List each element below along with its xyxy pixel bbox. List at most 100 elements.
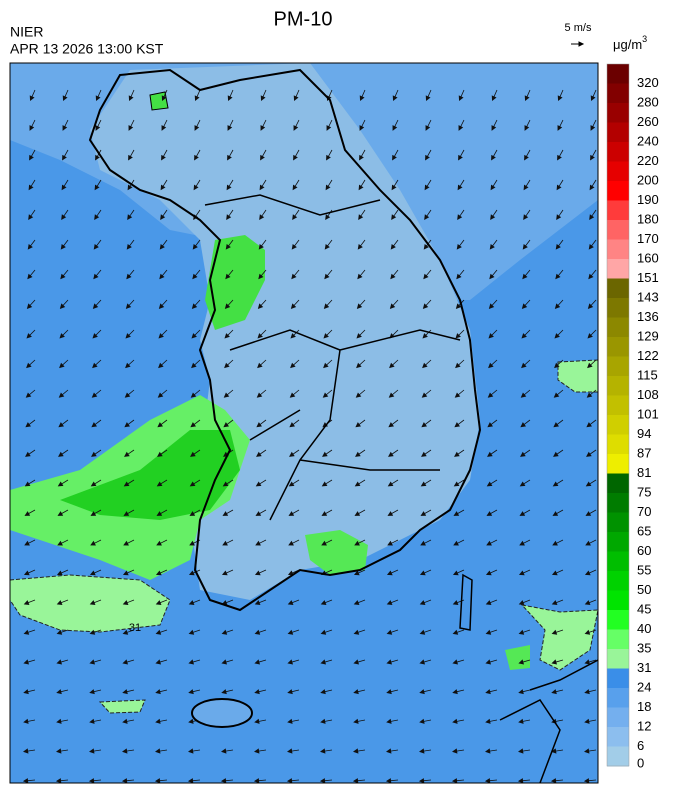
wind-arrow bbox=[353, 569, 366, 576]
wind-arrow bbox=[485, 629, 498, 635]
wind-arrow-head bbox=[90, 540, 96, 546]
wind-arrow-head bbox=[551, 570, 558, 576]
wind-arrow-head bbox=[590, 154, 595, 161]
wind-arrow-head bbox=[386, 718, 392, 724]
wind-arrow bbox=[556, 179, 564, 191]
wind-arrow-head bbox=[584, 629, 591, 635]
wind-arrow-head bbox=[518, 629, 525, 635]
wind-arrow-head bbox=[452, 600, 459, 605]
wind-arrow bbox=[95, 119, 102, 131]
wind-arrow bbox=[89, 689, 102, 695]
wind-arrow bbox=[453, 509, 465, 516]
wind-arrow-head bbox=[419, 748, 425, 754]
wind-arrow bbox=[95, 89, 102, 102]
wind-arrow bbox=[355, 389, 366, 398]
wind-arrow bbox=[353, 689, 366, 695]
wind-arrow-head bbox=[424, 214, 430, 220]
wind-arrow-head bbox=[452, 748, 458, 754]
wind-arrow bbox=[356, 359, 366, 369]
wind-arrow-head bbox=[26, 362, 32, 369]
wind-arrow-head bbox=[225, 273, 231, 280]
wind-arrow-head bbox=[359, 95, 365, 102]
wind-arrow-head bbox=[29, 95, 35, 102]
wind-arrow-head bbox=[456, 244, 462, 250]
wind-arrow-head bbox=[388, 451, 394, 457]
wind-arrow bbox=[289, 449, 300, 457]
color-box bbox=[607, 512, 629, 533]
wind-arrow-head bbox=[326, 125, 332, 131]
wind-arrow bbox=[324, 269, 333, 280]
wind-arrow bbox=[124, 419, 135, 428]
wind-arrow-head bbox=[286, 778, 293, 783]
wind-arrow-head bbox=[590, 95, 596, 102]
wind-arrow-head bbox=[194, 95, 200, 102]
wind-arrow-head bbox=[254, 659, 261, 665]
wind-arrow bbox=[550, 778, 564, 783]
wind-arrow-head bbox=[455, 303, 462, 309]
wind-arrow-head bbox=[353, 689, 359, 695]
wind-arrow bbox=[89, 629, 102, 635]
wind-arrow bbox=[387, 479, 399, 487]
wind-arrow bbox=[453, 539, 465, 546]
wind-arrow-head bbox=[187, 778, 194, 783]
wind-arrow bbox=[521, 299, 531, 309]
agency: NIER bbox=[10, 24, 43, 40]
wind-arrow bbox=[555, 269, 564, 280]
wind-arrow bbox=[452, 569, 465, 576]
wind-arrow bbox=[322, 449, 333, 457]
wind-arrow bbox=[92, 359, 102, 369]
color-box bbox=[607, 415, 629, 435]
wind-arrow-head bbox=[557, 154, 562, 161]
wind-arrow bbox=[61, 179, 69, 191]
wind-arrow-head bbox=[419, 718, 425, 724]
wind-arrow-head bbox=[585, 511, 592, 516]
wind-arrow-head bbox=[386, 629, 393, 635]
wind-arrow bbox=[258, 239, 267, 250]
wind-arrow bbox=[191, 359, 201, 369]
wind-arrow bbox=[159, 239, 168, 250]
wind-arrow-head bbox=[452, 570, 459, 576]
wind-arrow bbox=[125, 329, 135, 339]
wind-arrow bbox=[590, 119, 597, 131]
wind-arrow-head bbox=[553, 392, 560, 398]
wind-arrow-head bbox=[584, 570, 591, 576]
wind-arrow bbox=[188, 689, 201, 695]
wind-arrow bbox=[452, 718, 465, 724]
wind-arrow-head bbox=[485, 629, 492, 635]
wind-arrow bbox=[155, 748, 168, 754]
wind-arrow-head bbox=[585, 540, 591, 546]
color-box bbox=[607, 181, 629, 201]
wind-arrow-head bbox=[227, 95, 233, 102]
wind-arrow-head bbox=[486, 481, 493, 487]
wind-arrow bbox=[189, 509, 201, 516]
wind-arrow bbox=[320, 629, 333, 635]
wind-arrow-head bbox=[389, 303, 396, 309]
wind-arrow-head bbox=[189, 481, 196, 487]
wind-arrow bbox=[485, 748, 498, 754]
wind-arrow bbox=[28, 179, 36, 191]
wind-arrow-head bbox=[192, 244, 198, 250]
wind-arrow-head bbox=[425, 125, 431, 131]
wind-arrow bbox=[258, 269, 267, 280]
japan-coast bbox=[499, 659, 598, 783]
wind-arrow bbox=[126, 239, 135, 250]
color-box bbox=[607, 473, 629, 494]
wind-arrow bbox=[589, 209, 597, 220]
wind-arrow-head bbox=[89, 600, 96, 605]
wind-arrow-head bbox=[551, 689, 557, 695]
wind-arrow-head bbox=[323, 333, 329, 339]
wind-arrow bbox=[56, 629, 69, 635]
wind-arrow-head bbox=[122, 748, 128, 754]
wind-arrow bbox=[551, 629, 564, 635]
wind-arrow-head bbox=[93, 273, 99, 280]
wind-arrow bbox=[586, 389, 597, 398]
wind-arrow-head bbox=[291, 273, 297, 280]
wind-arrow-head bbox=[60, 273, 66, 280]
wind-arrow bbox=[56, 748, 69, 754]
wind-arrow-head bbox=[125, 303, 132, 309]
color-box bbox=[607, 493, 629, 513]
wind-arrow-head bbox=[326, 154, 331, 161]
wind-arrow-head bbox=[354, 540, 360, 546]
wind-arrow bbox=[421, 389, 432, 398]
wind-arrow bbox=[458, 149, 465, 161]
